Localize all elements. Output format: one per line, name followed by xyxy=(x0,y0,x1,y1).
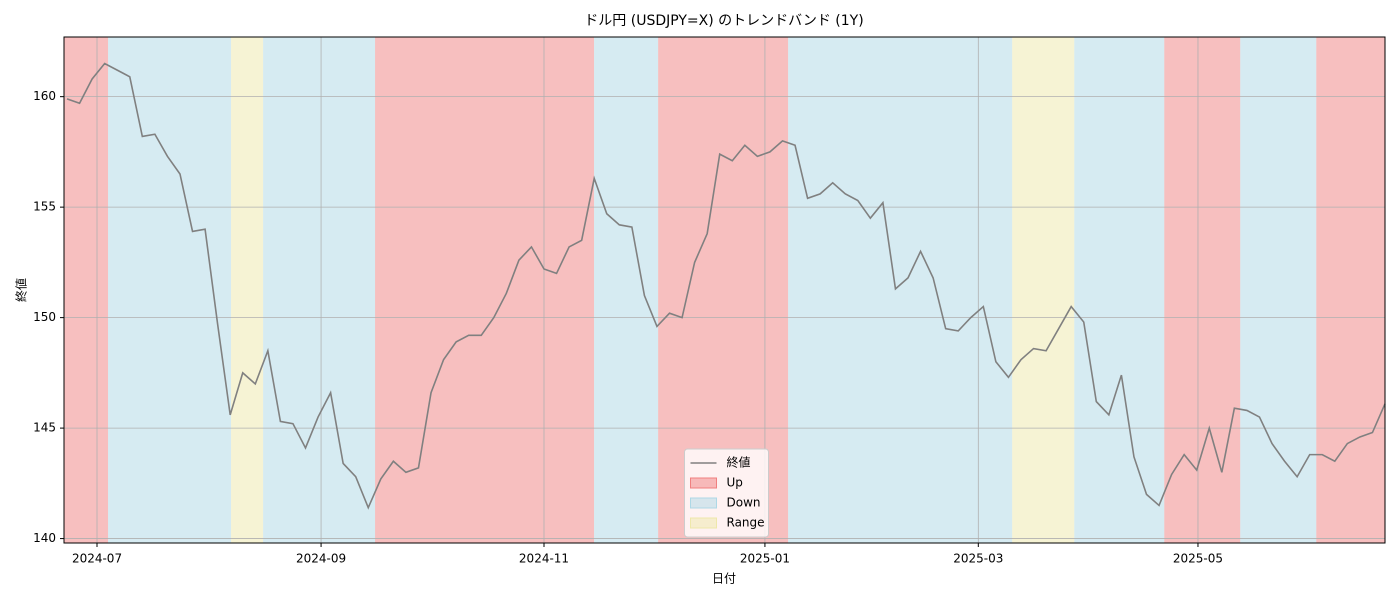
y-axis-label: 終値 xyxy=(14,278,29,302)
legend-label: Up xyxy=(727,476,743,490)
trend-band xyxy=(1074,37,1165,543)
chart-title: ドル円 (USDJPY=X) のトレンドバンド (1Y) xyxy=(584,13,863,29)
trend-band xyxy=(594,37,659,543)
x-tick-label: 2024-09 xyxy=(296,552,346,566)
y-tick-label: 140 xyxy=(33,531,56,545)
trend-band xyxy=(1164,37,1241,543)
y-tick-label: 160 xyxy=(33,89,56,103)
x-tick-label: 2025-01 xyxy=(740,552,790,566)
legend-box xyxy=(684,448,769,538)
trend-band xyxy=(788,37,1013,543)
y-tick-label: 150 xyxy=(33,310,56,324)
y-tick-label: 145 xyxy=(33,421,56,435)
plot-frame xyxy=(63,36,1386,544)
legend: 終値 Up Down Range xyxy=(684,448,769,538)
y-tick-label: 155 xyxy=(33,200,56,214)
x-tick-label: 2025-05 xyxy=(1173,552,1223,566)
trend-band xyxy=(1240,37,1317,543)
trend-band xyxy=(64,37,109,543)
trend-band xyxy=(1316,37,1385,543)
x-tick-label: 2024-11 xyxy=(519,552,569,566)
trend-band xyxy=(231,37,264,543)
trend-band xyxy=(1012,37,1075,543)
x-tick-label: 2025-03 xyxy=(953,552,1003,566)
x-tick-label: 2024-07 xyxy=(72,552,122,566)
legend-label: Down xyxy=(727,496,761,510)
price-line xyxy=(66,62,1386,510)
trend-band xyxy=(108,37,232,543)
legend-patch xyxy=(690,497,717,509)
legend-label: Range xyxy=(727,516,765,530)
legend-patch xyxy=(690,477,717,489)
trend-band xyxy=(263,37,376,543)
legend-patch xyxy=(690,517,717,529)
trend-band xyxy=(375,37,595,543)
x-axis-label: 日付 xyxy=(712,572,736,586)
legend-label: 終値 xyxy=(727,455,751,470)
